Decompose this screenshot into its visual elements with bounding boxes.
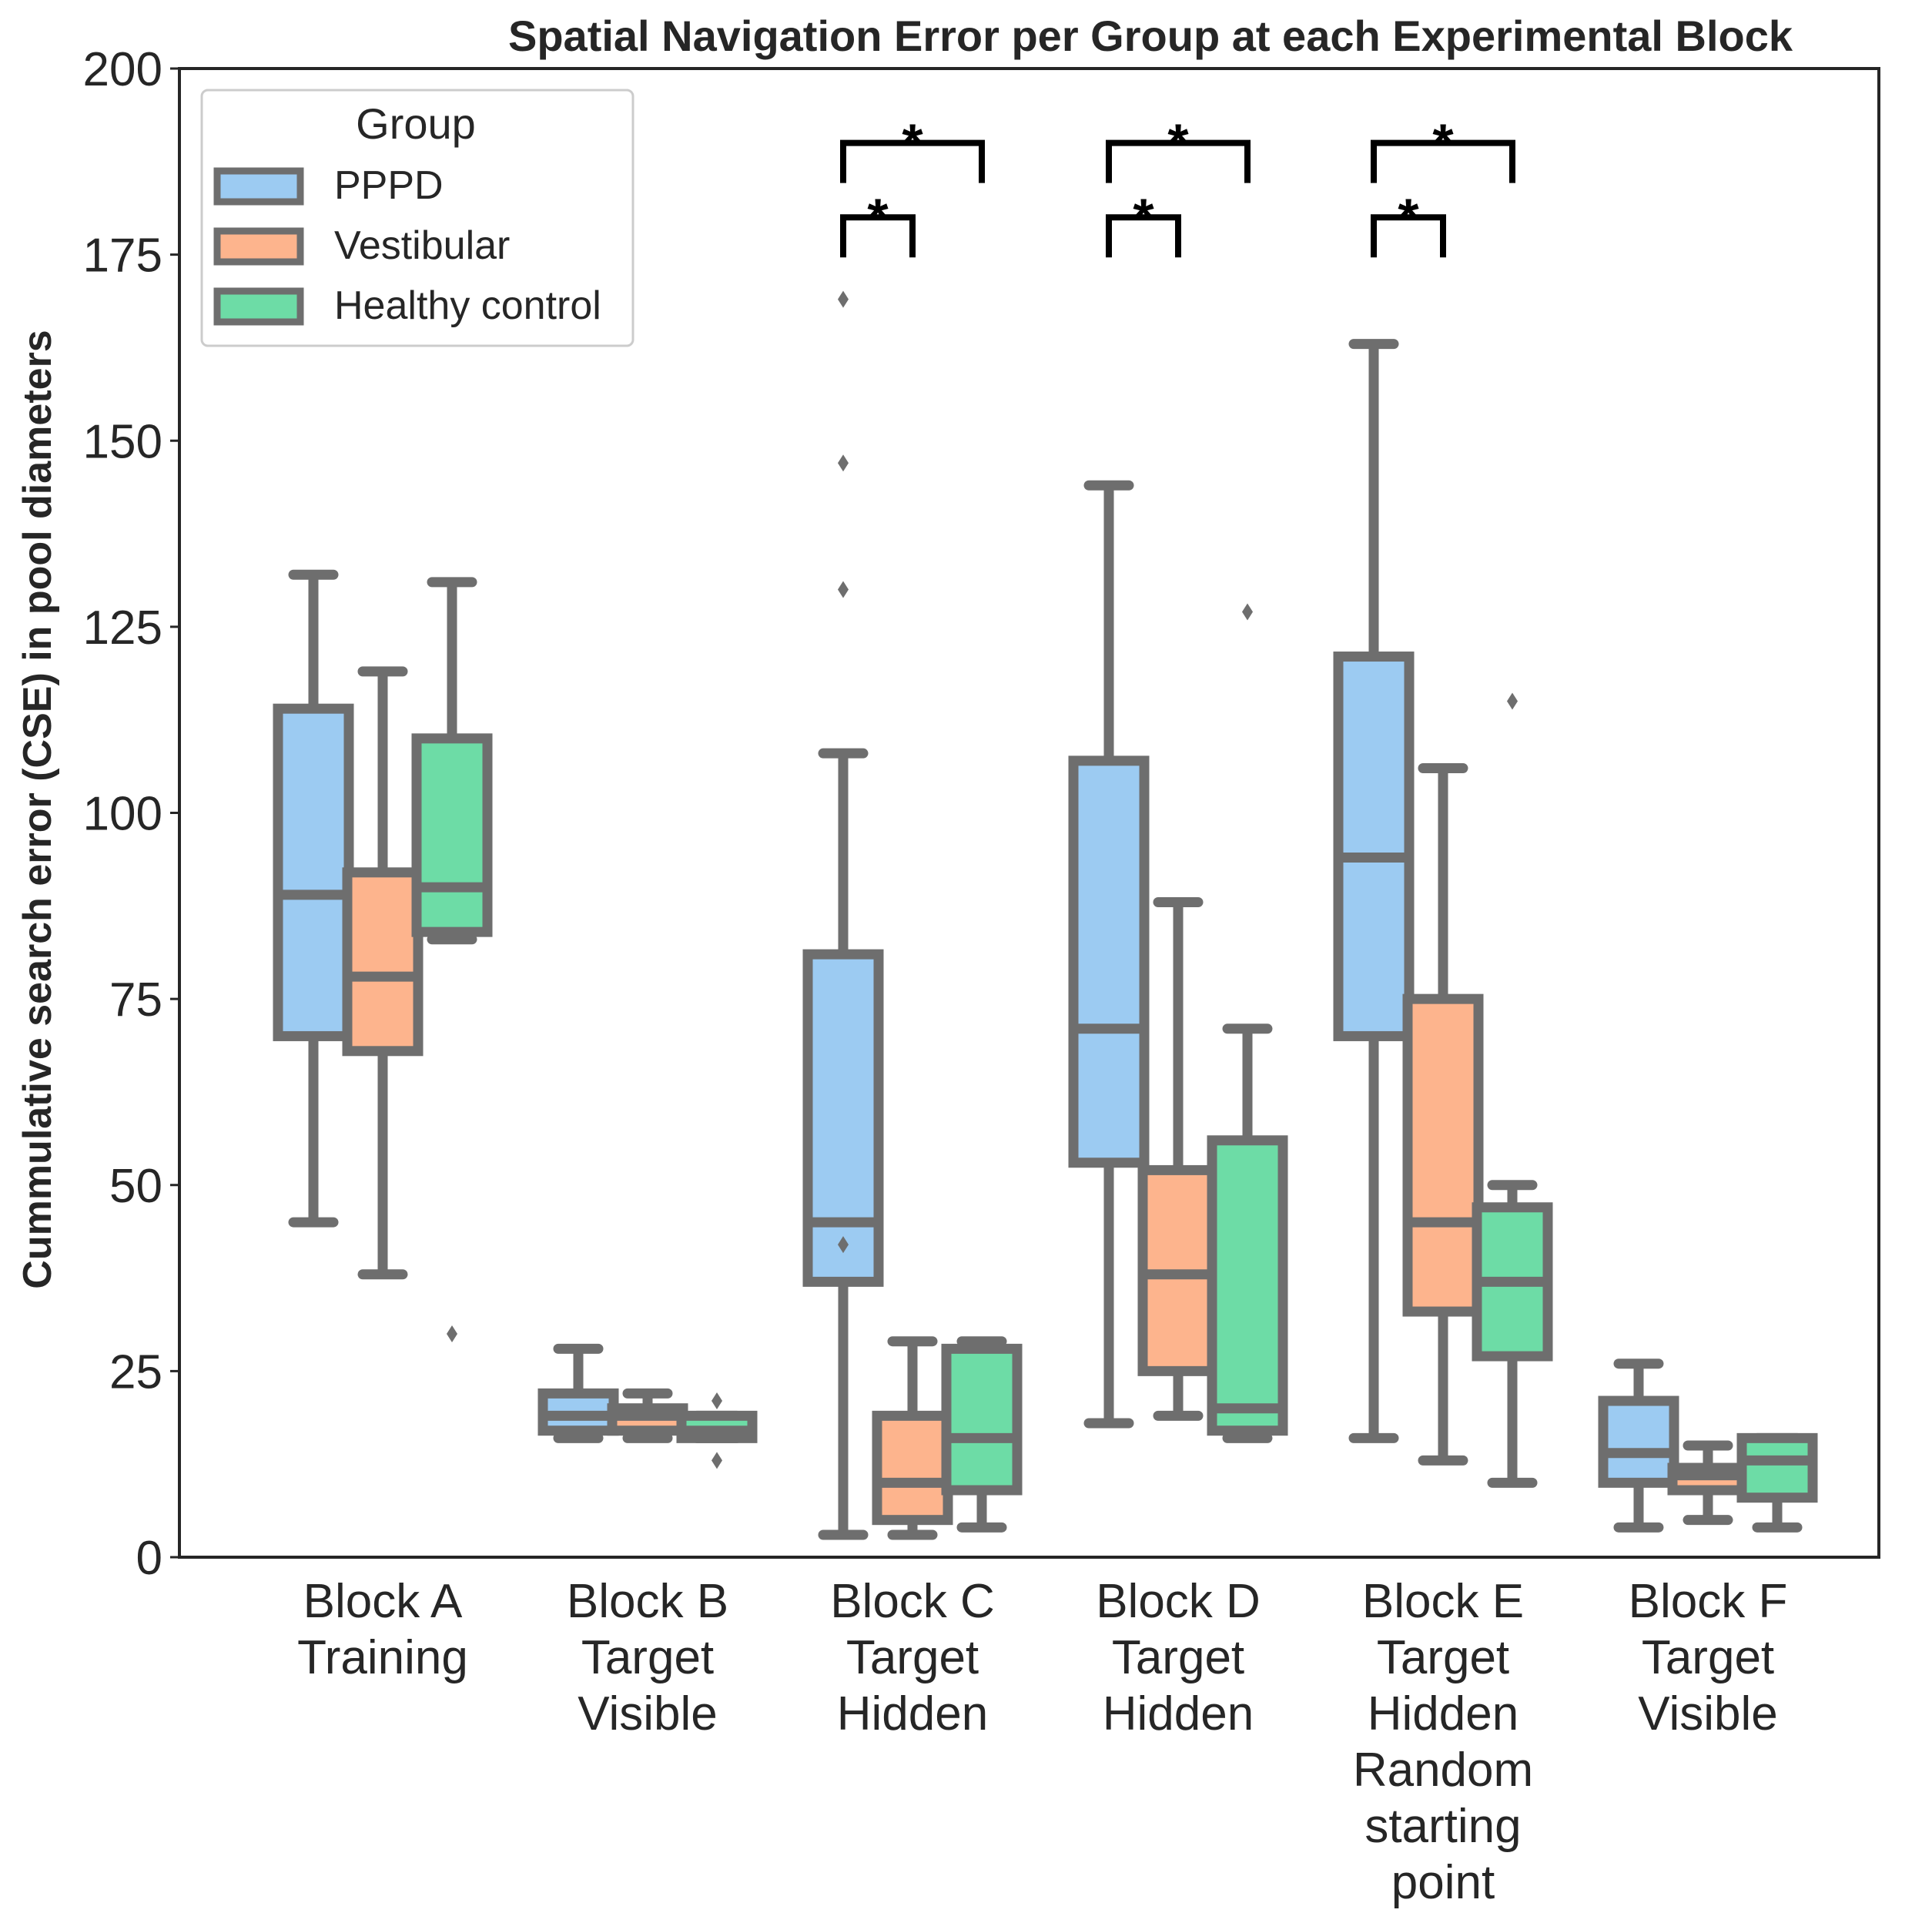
box-iqr xyxy=(941,1343,1023,1496)
box-vestibular xyxy=(607,1388,688,1443)
significance-bracket xyxy=(840,214,916,258)
x-tick-label-line: Hidden xyxy=(1368,1687,1518,1740)
box-pppd xyxy=(1598,1358,1679,1533)
x-tick-label-line: Hidden xyxy=(1103,1687,1254,1740)
y-tick-label: 200 xyxy=(83,43,162,96)
significance-bracket xyxy=(840,139,985,183)
significance-star: * xyxy=(1432,113,1454,173)
outlier-point xyxy=(712,1452,722,1469)
y-axis-label: Cummulative search error (CSE) in pool d… xyxy=(15,330,60,1288)
significance-bracket xyxy=(1106,139,1251,183)
chart-title: Spatial Navigation Error per Group at ea… xyxy=(508,12,1793,60)
significance-star: * xyxy=(1398,187,1419,247)
x-tick-label-line: point xyxy=(1391,1856,1495,1909)
x-tick-label-line: Target xyxy=(581,1631,714,1684)
x-tick-label-line: Block F xyxy=(1629,1575,1788,1628)
x-tick-label: Block A Training xyxy=(297,1575,468,1684)
box-vestibular xyxy=(872,1336,953,1540)
x-tick-label-line: Visible xyxy=(578,1687,718,1740)
box-iqr xyxy=(1333,652,1415,1041)
box-iqr xyxy=(1402,993,1484,1317)
box-iqr xyxy=(1207,1135,1288,1436)
x-tick-label-line: Target xyxy=(1112,1631,1244,1684)
outlier-point xyxy=(838,290,849,308)
legend-label: PPPD xyxy=(334,163,444,208)
box-iqr xyxy=(411,733,493,937)
y-tick-label: 175 xyxy=(83,229,162,283)
x-tick-label: Block F Target Visible xyxy=(1629,1575,1788,1740)
box-healthy-control xyxy=(941,1336,1023,1533)
x-tick-label: Block E Target Hidden Random starting point xyxy=(1353,1575,1533,1909)
outlier-point xyxy=(838,1236,849,1254)
x-tick-label-line: Training xyxy=(297,1631,468,1684)
box-healthy-control xyxy=(1207,603,1288,1443)
significance-bracket xyxy=(1371,214,1446,258)
box-healthy-control xyxy=(1736,1432,1818,1533)
x-tick-label-line: Random xyxy=(1353,1744,1533,1797)
x-tick-label-line: Hidden xyxy=(837,1687,988,1740)
significance-star: * xyxy=(1167,113,1189,173)
plot-area: ****** xyxy=(273,113,1818,1540)
outlier-point xyxy=(712,1392,722,1410)
legend-title: Group xyxy=(356,99,476,148)
x-tick-label-line: Target xyxy=(846,1631,979,1684)
x-tick-label-line: Block D xyxy=(1096,1575,1261,1628)
x-tick-label-line: Target xyxy=(1377,1631,1509,1684)
legend-swatch xyxy=(213,167,304,206)
y-tick-label: 25 xyxy=(109,1345,162,1399)
y-tick-label: 50 xyxy=(109,1160,162,1213)
x-tick-label-line: Target xyxy=(1642,1631,1774,1684)
x-tick-label-line: Block E xyxy=(1362,1575,1524,1628)
x-tick-label-line: Block B xyxy=(567,1575,728,1628)
x-tick-label-line: Block A xyxy=(303,1575,463,1628)
x-tick-label-line: Block C xyxy=(830,1575,995,1628)
box-iqr xyxy=(802,949,884,1287)
significance-star: * xyxy=(902,113,923,173)
y-tick-label: 100 xyxy=(83,788,162,841)
box-iqr xyxy=(1598,1395,1679,1488)
box-vestibular xyxy=(1667,1440,1749,1526)
box-vestibular xyxy=(342,666,424,1280)
y-tick-label: 75 xyxy=(109,973,162,1027)
significance-star: * xyxy=(1133,187,1154,247)
y-tick-label: 0 xyxy=(136,1532,162,1585)
legend-label: Healthy control xyxy=(334,283,601,328)
box-pppd xyxy=(802,290,884,1540)
box-healthy-control xyxy=(411,577,493,1343)
y-tick-label: 125 xyxy=(83,601,162,655)
outlier-point xyxy=(447,1325,457,1343)
legend: Group PPPD Vestibular Healthy control xyxy=(200,89,635,347)
outlier-point xyxy=(838,454,849,472)
legend-box xyxy=(200,89,635,347)
x-tick-label: Block D Target Hidden xyxy=(1096,1575,1261,1740)
significance-star: * xyxy=(867,187,889,247)
x-tick-label-line: Visible xyxy=(1638,1687,1778,1740)
x-tick-label: Block C Target Hidden xyxy=(830,1575,995,1740)
box-pppd xyxy=(537,1343,619,1443)
box-healthy-control xyxy=(1472,692,1553,1488)
y-tick-label: 150 xyxy=(83,415,162,468)
box-iqr xyxy=(342,867,424,1057)
legend-label: Vestibular xyxy=(334,223,510,268)
box-iqr xyxy=(1736,1432,1818,1503)
box-vestibular xyxy=(1402,763,1484,1466)
box-pppd xyxy=(273,569,354,1228)
outlier-point xyxy=(1507,692,1518,710)
box-iqr xyxy=(273,703,354,1041)
box-iqr xyxy=(1068,755,1150,1168)
outlier-point xyxy=(1242,603,1253,621)
box-pppd xyxy=(1068,480,1150,1429)
box-iqr xyxy=(872,1410,953,1526)
x-tick-label-line: starting xyxy=(1364,1800,1521,1853)
box-pppd xyxy=(1333,339,1415,1443)
legend-swatch xyxy=(213,227,304,266)
legend-swatch xyxy=(213,287,304,326)
box-vestibular xyxy=(1137,896,1219,1421)
box-healthy-control xyxy=(676,1392,758,1469)
significance-bracket xyxy=(1371,139,1515,183)
outlier-point xyxy=(838,581,849,598)
significance-bracket xyxy=(1106,214,1181,258)
x-tick-label: Block B Target Visible xyxy=(567,1575,728,1740)
